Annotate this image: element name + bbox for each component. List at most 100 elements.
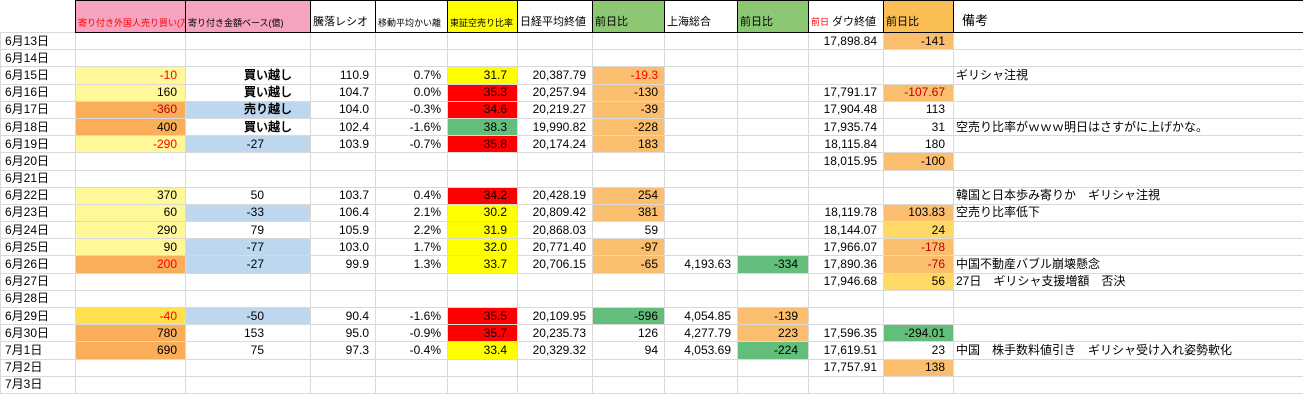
- date-cell[interactable]: 6月28日: [0, 289, 76, 309]
- cell-dow-change[interactable]: [883, 49, 954, 68]
- column-header[interactable]: 騰落レシオ: [310, 0, 376, 33]
- cell-remark[interactable]: 中国不動産バブル崩壊懸念: [953, 255, 1303, 274]
- cell-short-ratio[interactable]: [447, 31, 518, 51]
- cell-dow-change[interactable]: -76: [883, 255, 954, 274]
- cell-foreign-buy-sell[interactable]: -360: [75, 100, 186, 119]
- cell-dow-close[interactable]: 18,119.78: [808, 203, 884, 223]
- cell-dow-change[interactable]: 103.83: [883, 203, 954, 223]
- cell-nikkei-close[interactable]: [517, 272, 593, 291]
- cell-nikkei-close[interactable]: 20,809.42: [517, 203, 593, 223]
- cell-foreign-buy-sell[interactable]: -290: [75, 135, 186, 154]
- cell-nikkei-change[interactable]: -97: [592, 238, 665, 257]
- cell-amount-base[interactable]: 買い越し: [185, 66, 311, 85]
- date-cell[interactable]: 6月14日: [0, 49, 76, 68]
- column-header[interactable]: 寄り付き外国人売り買い(万株): [75, 0, 186, 33]
- cell-shanghai-change[interactable]: [737, 152, 809, 171]
- date-cell[interactable]: 6月16日: [0, 83, 76, 102]
- cell-foreign-buy-sell[interactable]: [75, 169, 186, 188]
- cell-remark[interactable]: 空売り比率がｗｗｗ明日はさすがに上げかな。: [953, 117, 1303, 137]
- cell-nikkei-close[interactable]: 20,771.40: [517, 238, 593, 257]
- cell-updown-ratio[interactable]: 103.0: [310, 238, 376, 257]
- cell-amount-base[interactable]: [185, 375, 311, 394]
- cell-short-ratio[interactable]: [447, 152, 518, 171]
- cell-ma-deviation[interactable]: -0.9%: [375, 324, 448, 343]
- cell-dow-change[interactable]: -178: [883, 238, 954, 257]
- cell-amount-base[interactable]: [185, 358, 311, 377]
- date-cell[interactable]: 6月27日: [0, 272, 76, 291]
- cell-dow-close[interactable]: 18,015.95: [808, 152, 884, 171]
- cell-foreign-buy-sell[interactable]: 400: [75, 117, 186, 137]
- cell-short-ratio[interactable]: [447, 358, 518, 377]
- column-header[interactable]: 上海総合: [664, 0, 738, 33]
- cell-dow-change[interactable]: [883, 169, 954, 188]
- cell-shanghai-change[interactable]: [737, 289, 809, 309]
- cell-shanghai-close[interactable]: [664, 203, 738, 223]
- cell-remark[interactable]: ギリシャ注視: [953, 66, 1303, 85]
- date-cell[interactable]: 6月21日: [0, 169, 76, 188]
- column-header[interactable]: 東証空売り比率: [447, 0, 518, 33]
- cell-short-ratio[interactable]: 30.2: [447, 203, 518, 223]
- cell-ma-deviation[interactable]: -1.6%: [375, 117, 448, 137]
- column-header[interactable]: 寄り付き金額ベース(億): [185, 0, 311, 33]
- cell-amount-base[interactable]: [185, 49, 311, 68]
- corner-header[interactable]: [1, 1, 76, 33]
- cell-ma-deviation[interactable]: -0.7%: [375, 135, 448, 154]
- cell-ma-deviation[interactable]: 1.7%: [375, 238, 448, 257]
- cell-remark[interactable]: [953, 31, 1303, 51]
- cell-dow-change[interactable]: -107.67: [883, 83, 954, 102]
- cell-nikkei-change[interactable]: -65: [592, 255, 665, 274]
- date-cell[interactable]: 6月17日: [0, 100, 76, 119]
- cell-shanghai-close[interactable]: 4,277.79: [664, 324, 738, 343]
- cell-dow-change[interactable]: 113: [883, 100, 954, 119]
- cell-shanghai-change[interactable]: [737, 49, 809, 68]
- cell-remark[interactable]: 27日 ギリシャ支援増額 否決: [953, 272, 1303, 291]
- cell-nikkei-close[interactable]: 20,387.79: [517, 66, 593, 85]
- cell-dow-close[interactable]: [808, 169, 884, 188]
- cell-shanghai-close[interactable]: [664, 152, 738, 171]
- cell-dow-change[interactable]: [883, 186, 954, 205]
- cell-foreign-buy-sell[interactable]: [75, 31, 186, 51]
- cell-foreign-buy-sell[interactable]: -10: [75, 66, 186, 85]
- cell-nikkei-close[interactable]: 20,174.24: [517, 135, 593, 154]
- cell-nikkei-close[interactable]: 20,219.27: [517, 100, 593, 119]
- cell-foreign-buy-sell[interactable]: 370: [75, 186, 186, 205]
- cell-foreign-buy-sell[interactable]: -40: [75, 306, 186, 326]
- cell-dow-close[interactable]: [808, 186, 884, 205]
- cell-updown-ratio[interactable]: [310, 375, 376, 394]
- date-cell[interactable]: 6月19日: [0, 135, 76, 154]
- cell-updown-ratio[interactable]: 103.9: [310, 135, 376, 154]
- cell-short-ratio[interactable]: 31.7: [447, 66, 518, 85]
- cell-shanghai-change[interactable]: [737, 238, 809, 257]
- cell-shanghai-close[interactable]: [664, 135, 738, 154]
- cell-shanghai-change[interactable]: [737, 375, 809, 394]
- cell-shanghai-change[interactable]: [737, 203, 809, 223]
- cell-nikkei-close[interactable]: 20,428.19: [517, 186, 593, 205]
- cell-ma-deviation[interactable]: 0.0%: [375, 83, 448, 102]
- cell-remark[interactable]: [953, 49, 1303, 68]
- cell-dow-change[interactable]: -141: [883, 31, 954, 51]
- cell-dow-close[interactable]: [808, 66, 884, 85]
- cell-shanghai-change[interactable]: -224: [737, 341, 809, 360]
- cell-short-ratio[interactable]: [447, 272, 518, 291]
- cell-nikkei-change[interactable]: 59: [592, 221, 665, 240]
- cell-foreign-buy-sell[interactable]: 60: [75, 203, 186, 223]
- cell-updown-ratio[interactable]: 97.3: [310, 341, 376, 360]
- cell-nikkei-close[interactable]: 20,109.95: [517, 306, 593, 326]
- cell-short-ratio[interactable]: 32.0: [447, 238, 518, 257]
- cell-nikkei-change[interactable]: [592, 152, 665, 171]
- cell-ma-deviation[interactable]: [375, 375, 448, 394]
- column-header[interactable]: 前日 ダウ終値: [808, 0, 884, 33]
- cell-ma-deviation[interactable]: 0.4%: [375, 186, 448, 205]
- date-cell[interactable]: 6月26日: [0, 255, 76, 274]
- cell-amount-base[interactable]: [185, 152, 311, 171]
- cell-dow-close[interactable]: [808, 289, 884, 309]
- cell-nikkei-change[interactable]: [592, 272, 665, 291]
- cell-updown-ratio[interactable]: [310, 358, 376, 377]
- column-header[interactable]: 備考: [953, 0, 1303, 33]
- cell-shanghai-change[interactable]: [737, 186, 809, 205]
- cell-shanghai-close[interactable]: [664, 238, 738, 257]
- cell-shanghai-close[interactable]: [664, 186, 738, 205]
- cell-nikkei-close[interactable]: 20,329.32: [517, 341, 593, 360]
- cell-nikkei-close[interactable]: [517, 152, 593, 171]
- cell-short-ratio[interactable]: 35.8: [447, 135, 518, 154]
